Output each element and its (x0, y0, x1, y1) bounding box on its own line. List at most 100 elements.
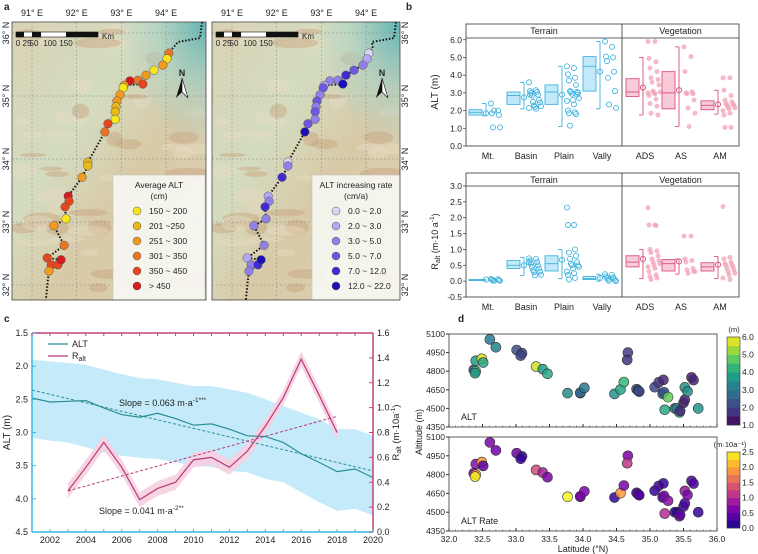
north-arrow-icon (176, 78, 182, 98)
data-point (685, 270, 691, 276)
scatter-point (469, 471, 481, 482)
data-point (691, 97, 697, 103)
data-point (685, 105, 691, 111)
slope-annotation: Slope = 0.041 m·a-2** (99, 505, 184, 516)
legend-label: 350 ~ 450 (149, 266, 187, 276)
data-point (565, 107, 571, 114)
legend-ralt-label: Ralt (72, 351, 86, 363)
category-label: Vally (593, 302, 612, 312)
data-point (721, 256, 727, 262)
y-tick-label: 4800 (426, 470, 445, 480)
data-point (652, 91, 658, 97)
data-point (609, 43, 615, 50)
colorbar-segment (727, 512, 740, 521)
category-label: Mt. (482, 151, 495, 161)
scatter-point (542, 471, 553, 483)
data-point (720, 75, 726, 81)
data-point (683, 259, 689, 265)
data-point (537, 99, 543, 106)
data-point (653, 59, 659, 65)
data-point (566, 110, 572, 117)
y-tick-label: 4350 (426, 422, 445, 432)
scatter-point (658, 478, 669, 489)
data-point (564, 204, 570, 211)
lat-tick-label: 33° N (400, 211, 410, 234)
scatter-point (490, 341, 502, 353)
monitoring-site (110, 114, 120, 124)
strip-label-vegetation: Vegetation (659, 175, 702, 185)
data-point (727, 110, 733, 116)
mean-marker (675, 258, 683, 265)
colorbar-tick-label: 6.0 (742, 332, 754, 342)
y-tick-label: 4950 (426, 451, 445, 461)
y-axis-label-part: R (430, 263, 440, 270)
scatter-point (618, 480, 630, 491)
mean-marker (520, 262, 528, 269)
y-tick-label: 4650 (426, 385, 445, 395)
right-tick-label: 0.6 (377, 452, 390, 462)
map-frame (211, 21, 401, 301)
monitoring-site (60, 202, 70, 212)
colorbar-tick-label: 2.0 (742, 402, 754, 412)
data-point (721, 87, 727, 93)
data-point (566, 77, 572, 84)
y-tick-label: 2.0 (450, 106, 462, 116)
strip-label-terrain: Terrain (530, 175, 558, 185)
right-tick-label: 1.6 (377, 328, 390, 338)
data-point (656, 82, 662, 88)
data-point (648, 75, 654, 81)
data-point (610, 54, 616, 61)
x-tick-label: 2016 (291, 535, 311, 545)
data-point (564, 97, 570, 104)
y-tick-label: 5100 (426, 329, 445, 339)
scatter-point (469, 367, 481, 379)
box (661, 259, 676, 272)
data-point (728, 124, 734, 130)
data-point (645, 205, 651, 211)
slope-text: Slope = 0.063 m·a (119, 398, 193, 408)
data-point (488, 100, 494, 107)
data-point (649, 79, 655, 85)
scatter-point (633, 489, 644, 500)
legend-swatch (132, 236, 142, 246)
data-point (571, 101, 577, 108)
legend-label: 150 ~ 200 (149, 206, 187, 216)
x-tick-label: 35.5 (675, 534, 692, 544)
colorbar-segment (727, 459, 740, 468)
panel-label-d: d (458, 314, 464, 325)
monitoring-site (277, 172, 287, 182)
lat-tick-label: 33° N (1, 211, 11, 234)
y-tick-label: 0.5 (450, 260, 462, 270)
legend-swatch (132, 281, 142, 291)
lon-tick-label: 94° E (155, 8, 177, 18)
data-point (653, 96, 659, 102)
monitoring-site (242, 253, 252, 263)
legend-title: Average ALT (135, 180, 183, 190)
panel-d-scatter: 4350 4500 4650 4800 4950 5100 ALT 1.0 2.0 3.0 4.0 5… (414, 325, 754, 554)
scale-unit: Km (302, 32, 314, 41)
slope-annotation: Slope = 0.063 m·a-1*** (119, 397, 207, 408)
data-point (657, 261, 663, 267)
scale-label: 0 (216, 39, 221, 48)
legend-label: 201 ~250 (149, 221, 185, 231)
colorbar-segment (727, 398, 740, 408)
y-axis-label: Altitude (m) (414, 409, 424, 455)
scatter-point (477, 357, 489, 368)
left-tick-label: 4.5 (15, 527, 28, 537)
monitoring-site (158, 60, 168, 70)
data-point (566, 276, 572, 283)
data-point (727, 254, 733, 260)
scale-label: 25 (23, 39, 32, 48)
legend-label: 301 ~ 350 (149, 251, 187, 261)
monitoring-site (303, 119, 313, 129)
data-point (571, 222, 577, 228)
monitoring-site (349, 65, 359, 75)
mean-marker (675, 87, 683, 94)
scale-bar-segment (216, 32, 224, 37)
data-point (531, 269, 537, 276)
colorbar-tick-label: 1.0 (742, 420, 754, 430)
x-tick-label: 33.5 (541, 534, 558, 544)
scatter-point (688, 478, 699, 489)
